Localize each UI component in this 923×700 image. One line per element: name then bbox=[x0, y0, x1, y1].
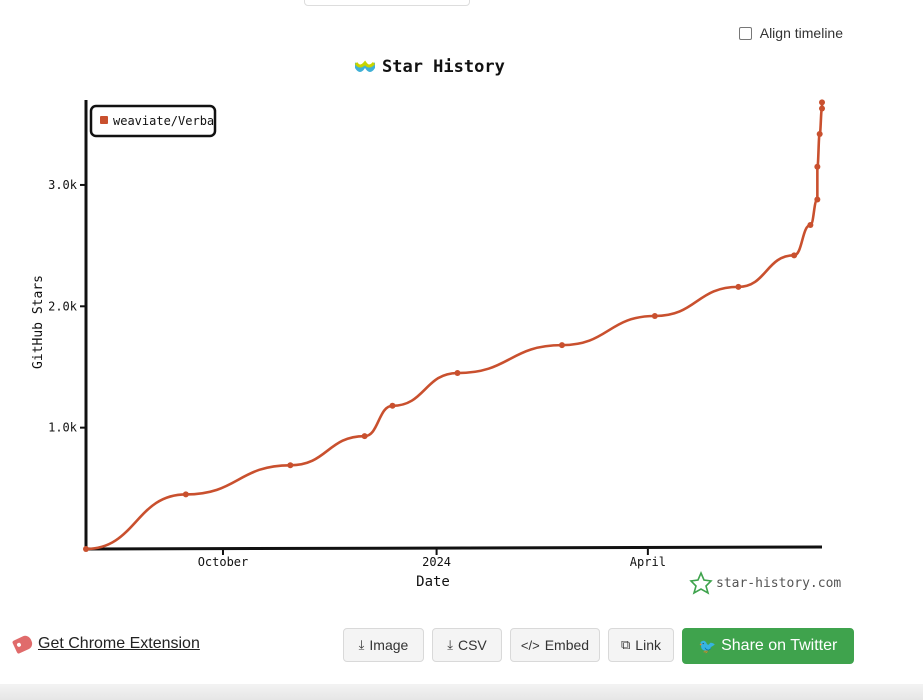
x-axis-title: Date bbox=[416, 574, 450, 590]
x-axis-line bbox=[83, 545, 823, 551]
copy-link-button[interactable]: ⧉ Link bbox=[608, 628, 674, 662]
y-tick-group: 1.0k 2.0k 3.0k bbox=[48, 178, 86, 435]
copy-icon: ⧉ bbox=[621, 637, 631, 652]
chart-title-group: Star History bbox=[354, 57, 505, 77]
watermark: star-history.com bbox=[689, 570, 841, 595]
share-twitter-button[interactable]: 🐦 Share on Twitter bbox=[682, 628, 854, 664]
data-point bbox=[791, 252, 798, 259]
watermark-text: star-history.com bbox=[716, 576, 841, 591]
copy-link-label: Link bbox=[635, 637, 661, 653]
x-tick-group: October 2024 April bbox=[198, 549, 666, 569]
data-point bbox=[819, 99, 825, 106]
data-point bbox=[83, 546, 89, 552]
chrome-extension-link[interactable]: Get Chrome Extension bbox=[11, 633, 200, 655]
y-tick-label: 2.0k bbox=[48, 299, 78, 313]
download-image-label: Image bbox=[369, 637, 409, 653]
x-tick-label: October bbox=[198, 555, 249, 569]
data-point bbox=[287, 462, 294, 469]
download-csv-label: CSV bbox=[457, 637, 487, 653]
share-twitter-label: Share on Twitter bbox=[721, 637, 838, 654]
download-csv-button[interactable]: ⤓ CSV bbox=[432, 628, 502, 662]
data-point bbox=[651, 313, 658, 320]
series-line bbox=[84, 101, 824, 551]
data-point bbox=[819, 105, 825, 112]
y-tick-label: 1.0k bbox=[48, 421, 78, 435]
data-point bbox=[814, 196, 821, 203]
chart-title: Star History bbox=[382, 57, 505, 77]
y-axis-title: GitHub Stars bbox=[31, 275, 46, 369]
legend-swatch bbox=[100, 116, 108, 124]
data-point bbox=[558, 342, 565, 349]
align-timeline-checkbox[interactable] bbox=[738, 26, 752, 40]
data-point bbox=[735, 283, 742, 290]
bottom-toolbar: Get Chrome Extension ⤓ Image ⤓ CSV </> E… bbox=[0, 628, 923, 664]
embed-button[interactable]: </> Embed bbox=[510, 628, 600, 662]
embed-label: Embed bbox=[544, 637, 590, 653]
data-point bbox=[389, 402, 396, 409]
y-tick-label: 3.0k bbox=[48, 178, 78, 192]
align-timeline-control[interactable]: Align timeline bbox=[738, 25, 843, 41]
star-history-logo-icon bbox=[354, 60, 376, 72]
data-point bbox=[454, 370, 461, 377]
legend-box bbox=[89, 104, 217, 138]
watermark-star-icon bbox=[689, 570, 713, 595]
twitter-bird-icon: 🐦 bbox=[698, 637, 717, 654]
data-point bbox=[807, 221, 814, 228]
top-selector-stub[interactable] bbox=[304, 0, 470, 6]
star-history-chart: Star History GitHub Stars Date 1.0k 2.0k 3… bbox=[31, 57, 841, 595]
chrome-extension-label: Get Chrome Extension bbox=[38, 635, 200, 652]
price-tag-icon bbox=[11, 633, 35, 655]
align-timeline-label: Align timeline bbox=[759, 25, 843, 41]
x-tick-label: April bbox=[630, 555, 666, 569]
data-point bbox=[361, 433, 368, 440]
legend: weaviate/Verba bbox=[89, 104, 217, 138]
code-icon: </> bbox=[520, 637, 540, 653]
download-icon: ⤓ bbox=[447, 637, 453, 652]
download-image-button[interactable]: ⤓ Image bbox=[343, 628, 424, 662]
x-tick-label: 2024 bbox=[422, 555, 451, 569]
data-point bbox=[182, 491, 189, 498]
browser-bottom-edge bbox=[0, 684, 923, 700]
data-point bbox=[816, 130, 823, 137]
download-icon: ⤓ bbox=[358, 637, 365, 652]
data-point bbox=[814, 163, 821, 170]
series-layer bbox=[83, 99, 825, 552]
legend-label: weaviate/Verba bbox=[113, 114, 214, 128]
